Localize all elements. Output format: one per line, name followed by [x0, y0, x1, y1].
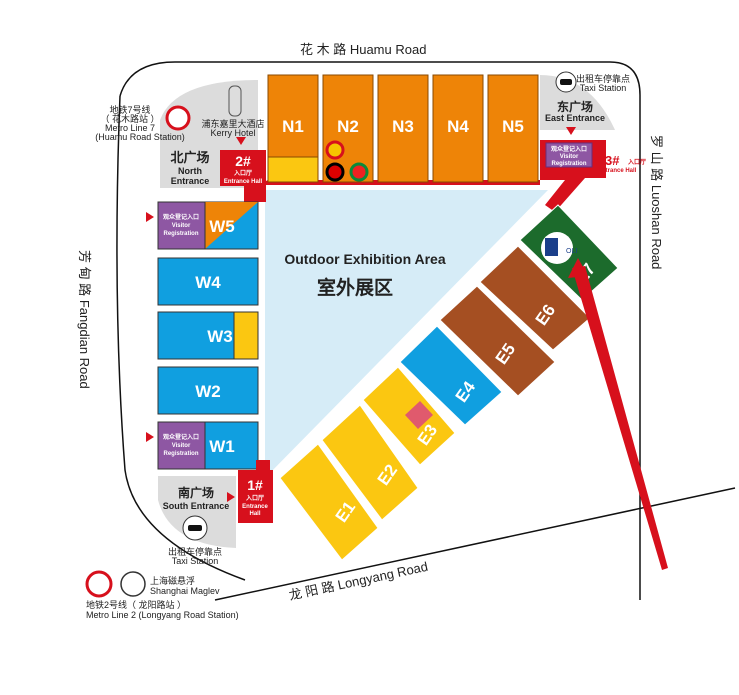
vr-label: Registration	[163, 451, 198, 457]
north-plaza-zh: 北广场	[170, 150, 209, 165]
hall-n1-section	[267, 156, 319, 183]
hall-e4[interactable]	[399, 325, 503, 426]
entrance-hall-1[interactable]	[238, 470, 273, 523]
visitor-registration-west[interactable]	[157, 201, 206, 250]
hall-e5[interactable]	[439, 285, 556, 397]
hall-label: N5	[502, 117, 524, 136]
hall-label: W5	[209, 217, 235, 236]
entrance-1-en1: Entrance	[242, 504, 268, 510]
visitor-registration-west[interactable]	[157, 421, 206, 470]
hall-label: W3	[207, 327, 233, 346]
italy-flag-icon	[349, 162, 369, 182]
entrance-2-number: 2#	[235, 153, 251, 169]
road-huamu: 花 木 路 Huamu Road	[300, 42, 426, 57]
road-longyang: 龙 阳 路 Longyang Road	[288, 559, 430, 603]
hall-label: W2	[195, 382, 221, 401]
outdoor-exhibition-area[interactable]	[265, 190, 548, 478]
maglev-train-icon	[120, 571, 146, 597]
south-plaza-en: South Entrance	[163, 501, 230, 511]
hall-w2[interactable]	[157, 366, 259, 415]
vr-label: Visitor	[172, 443, 191, 449]
entrance-2-en: Entrance Hall	[224, 179, 263, 185]
south-taxi-en: Taxi Station	[172, 556, 219, 566]
road-fangdian: 芳 甸 路 Fangdian Road	[77, 250, 92, 389]
east-taxi-en: Taxi Station	[580, 83, 627, 93]
entrance-hall-2[interactable]	[220, 150, 266, 186]
kerry-en: Kerry Hotel	[210, 128, 255, 138]
hall-label: W4	[195, 273, 221, 292]
east-taxi-zh: 出租车停靠点	[576, 73, 630, 84]
vr-east-zh: 观众登记入口	[551, 145, 587, 153]
hall-label: N3	[392, 117, 414, 136]
metro2-zh: 地铁2号线（ 龙阳路站 ）	[86, 599, 186, 610]
site-boundary	[119, 61, 641, 600]
entrance-1-zh: 入口厅	[245, 494, 264, 502]
arrow-down-icon	[236, 137, 246, 145]
hall-e3-section	[405, 401, 433, 429]
north-plaza-en1: North	[178, 166, 202, 176]
hall-label: N4	[447, 117, 469, 136]
entrance-2-zh: 入口厅	[233, 169, 252, 177]
booth-logo-text: OLI	[566, 248, 577, 255]
metro7-en1: Metro Line 7	[105, 123, 155, 133]
arrow-head-icon	[568, 258, 588, 278]
entrance-3-zh: 入口厅	[627, 158, 646, 166]
south-plaza	[158, 476, 236, 548]
hall-n3[interactable]	[377, 74, 429, 183]
booth-pointer-arrow	[572, 266, 668, 570]
south-plaza-zh: 南广场	[178, 485, 214, 500]
hall-label: W1	[209, 437, 235, 456]
metro7-zh2: （ 花木路站 ）	[100, 113, 159, 124]
vr-label: Registration	[163, 231, 198, 237]
vr-label: 观众登记入口	[163, 213, 199, 221]
arrow-right-icon	[227, 492, 235, 502]
metro2-en: Metro Line 2 (Longyang Road Station)	[86, 610, 239, 620]
entrance-1-en2: Hall	[249, 511, 260, 517]
taxi-car-icon	[188, 525, 202, 531]
hall-label: N2	[337, 117, 359, 136]
hall-n4[interactable]	[432, 74, 484, 183]
hall-e2[interactable]	[321, 404, 419, 521]
site-boundary-west	[116, 95, 246, 581]
metro7-zh1: 地铁7号线	[109, 104, 150, 115]
hall-label: N1	[282, 117, 304, 136]
hall-e1[interactable]	[279, 443, 379, 561]
germany-flag-icon	[325, 162, 345, 182]
south-taxi-zh: 出租车停靠点	[168, 546, 222, 557]
road-luoshan: 罗 山 路 Luoshan Road	[649, 135, 664, 269]
spain-flag-icon	[325, 140, 345, 160]
vr-label: 观众登记入口	[163, 433, 199, 441]
maglev-en: Shanghai Maglev	[150, 586, 220, 596]
hall-w5-section	[205, 202, 258, 249]
hall-n5[interactable]	[487, 74, 539, 183]
outdoor-label-zh: 室外展区	[317, 276, 393, 299]
oli-logo-icon	[545, 238, 558, 256]
metro-icon	[165, 105, 191, 131]
entrance-3-en: Entrance Hall	[598, 168, 637, 174]
visitor-registration-east[interactable]	[545, 142, 593, 168]
vr-east-en2: Registration	[551, 161, 586, 167]
vr-east-en1: Visitor	[560, 154, 579, 160]
hall-w4[interactable]	[157, 257, 259, 306]
taxi-car-icon	[560, 79, 572, 85]
east-plaza-zh: 东广场	[557, 99, 593, 114]
north-plaza-en2: Entrance	[171, 176, 210, 186]
arrow-right-icon	[146, 212, 154, 222]
metro-icon	[85, 570, 113, 598]
outdoor-label-en: Outdoor Exhibition Area	[284, 251, 445, 267]
metro7-en2: (Huamu Road Station)	[95, 132, 185, 142]
arrow-down-icon	[566, 127, 576, 135]
entrance-1-number: 1#	[247, 477, 263, 493]
vr-label: Visitor	[172, 223, 191, 229]
hotel-building-icon	[228, 85, 242, 117]
hall-w3-section	[233, 311, 259, 360]
maglev-zh: 上海磁悬浮	[150, 575, 195, 586]
arrow-right-icon	[146, 432, 154, 442]
entrance-3-number: 3#	[605, 153, 620, 168]
east-plaza-en: East Entrance	[545, 113, 605, 123]
kerry-zh: 浦东嘉里大酒店	[201, 118, 264, 129]
